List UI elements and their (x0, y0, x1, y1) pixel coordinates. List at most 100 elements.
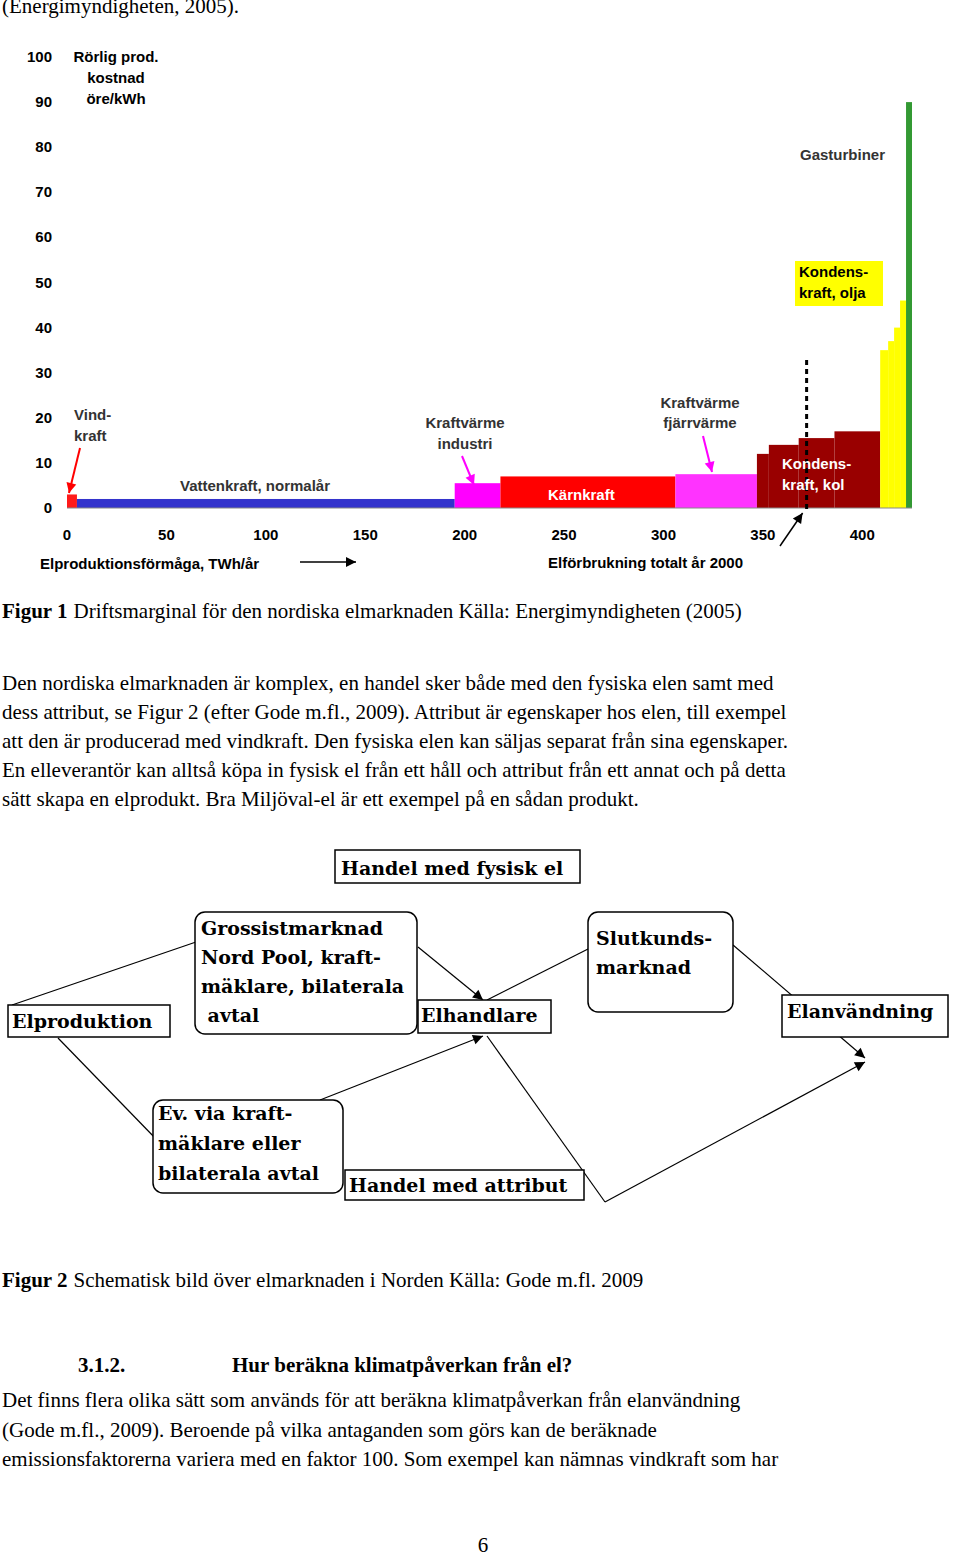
caption-text: Schematisk bild över elmarknaden i Norde… (74, 1268, 644, 1292)
bar (500, 476, 675, 508)
text-line: (Energimyndigheten, 2005). (2, 0, 239, 18)
arrow-head (854, 1048, 865, 1058)
annotation-arrow (67, 448, 80, 493)
text-line: Handel med attribut (349, 1174, 568, 1196)
section-number: 3.1.2. (78, 1353, 125, 1377)
text-line: att den är producerad med vindkraft. Den… (2, 729, 788, 753)
tick-label: 0 (44, 499, 52, 516)
text-line: Vind- (74, 406, 111, 423)
connector (12, 942, 196, 1005)
caption-label: Figur 2 (2, 1268, 68, 1292)
diagram: Handel med fysisk el Grossistmarknad Nord … (8, 850, 948, 1202)
text-line: 0 (44, 499, 52, 516)
text-line: marknad (596, 956, 691, 978)
text-line: 50 (35, 274, 52, 291)
annotation: Gasturbiner (800, 146, 885, 163)
text-line: Hur beräkna klimatpåverkan från el? (232, 1353, 572, 1377)
text-line: Grossistmarknad (201, 917, 383, 939)
annotation: Kondens-kraft, olja (799, 263, 868, 301)
annotation: Vattenkraft, normalår (180, 477, 330, 494)
text-line: Elanvändning (787, 1000, 933, 1022)
arrow-head (793, 513, 803, 524)
body-line: Det finns flera olika sätt som används f… (2, 1388, 741, 1412)
connector (58, 1038, 157, 1140)
body-line: dess attribut, se Figur 2 (efter Gode m.… (2, 700, 787, 724)
text-line: 0 (63, 526, 71, 543)
text-line: mäklare eller (158, 1132, 301, 1154)
arrow-head (472, 1035, 483, 1044)
chart: 0102030405060708090100050100150200250300… (27, 48, 912, 572)
box-label: Grossistmarknad Nord Pool, kraft-mäklare,… (201, 917, 404, 1026)
text-line: Den nordiska elmarknaden är komplex, en … (2, 671, 774, 695)
text-line: Gasturbiner (800, 146, 885, 163)
text-line: dess attribut, se Figur 2 (efter Gode m.… (2, 700, 787, 724)
box (335, 850, 580, 883)
bar (757, 454, 769, 508)
tick-label: 150 (353, 526, 378, 543)
text-line: Nord Pool, kraft- (201, 946, 381, 968)
body-line: En elleverantör kan alltså köpa in fysis… (2, 758, 786, 782)
bar (455, 483, 501, 508)
text-line: Elproduktionsförmåga, TWh/år (40, 555, 259, 572)
arrow-head (472, 990, 483, 1000)
text-line: 100 (27, 48, 52, 65)
text-line: fjärrvärme (663, 414, 736, 431)
box (8, 1005, 170, 1037)
connector (487, 948, 590, 1000)
box-label: Elproduktion (12, 1010, 153, 1032)
consumption-label: Elförbrukning totalt år 2000 (548, 554, 743, 571)
text-line: 300 (651, 526, 676, 543)
text-line: 20 (35, 409, 52, 426)
page: (Energimyndigheten, 2005).01020304050607… (0, 0, 960, 1555)
text-line: 80 (35, 138, 52, 155)
tick-label: 100 (253, 526, 278, 543)
bar (675, 474, 757, 508)
annotation: Vind-kraft (74, 406, 111, 444)
bar (67, 494, 77, 508)
box-label: Handel med fysisk el (341, 857, 563, 879)
arrow-line (320, 1036, 483, 1100)
caption-text: Driftsmarginal för den nordiska elmarkna… (74, 599, 742, 623)
tick-label: 50 (158, 526, 175, 543)
box (153, 1100, 343, 1193)
text-line: öre/kWh (86, 90, 145, 107)
text-line: Kärnkraft (548, 486, 615, 503)
x-axis-title: Elproduktionsförmåga, TWh/år (40, 555, 259, 572)
text-line: kostnad (87, 69, 145, 86)
tick-label: 250 (552, 526, 577, 543)
text-line: Kondens- (799, 263, 868, 280)
text-line: Elförbrukning totalt år 2000 (548, 554, 743, 571)
tick-label: 30 (35, 364, 52, 381)
box (195, 912, 417, 1034)
text-line: emissionsfaktorerna variera med en fakto… (2, 1447, 778, 1471)
text-line: 350 (750, 526, 775, 543)
text-line: 10 (35, 454, 52, 471)
body-line: att den är producerad med vindkraft. Den… (2, 729, 788, 753)
box-label: Handel med attribut (349, 1174, 568, 1196)
body-line: (Gode m.fl., 2009). Beroende på vilka an… (2, 1418, 657, 1442)
section-title: Hur beräkna klimatpåverkan från el? (232, 1353, 572, 1377)
text-line: kraft, kol (782, 476, 845, 493)
connector-arrow (605, 1062, 865, 1202)
box-label: Slutkunds-marknad (596, 927, 712, 978)
text-line: mäklare, bilaterala (201, 975, 404, 997)
bar (880, 350, 888, 508)
tick-label: 100 (27, 48, 52, 65)
body-line: sätt skapa en elprodukt. Bra Miljöval-el… (2, 787, 639, 811)
body-line: emissionsfaktorerna variera med en fakto… (2, 1447, 778, 1471)
tick-label: 20 (35, 409, 52, 426)
annotation: Kärnkraft (548, 486, 615, 503)
arrow-line (418, 947, 483, 1000)
caption: Figur 1Driftsmarginal för den nordiska e… (2, 599, 742, 623)
header-text: (Energimyndigheten, 2005). (2, 0, 239, 18)
y-axis-title: Rörlig prod.kostnadöre/kWh (74, 48, 159, 107)
arrow-head (67, 482, 77, 493)
caption-label: Figur 1 (2, 599, 68, 623)
annotation: Kraftvärmeindustri (425, 414, 504, 452)
text-line: Handel med fysisk el (341, 857, 563, 879)
tick-label: 40 (35, 319, 52, 336)
bar (894, 328, 900, 508)
caption: Figur 2Schematisk bild över elmarknaden … (2, 1268, 643, 1292)
bar (77, 499, 455, 508)
text-line: 3.1.2. (78, 1353, 125, 1377)
